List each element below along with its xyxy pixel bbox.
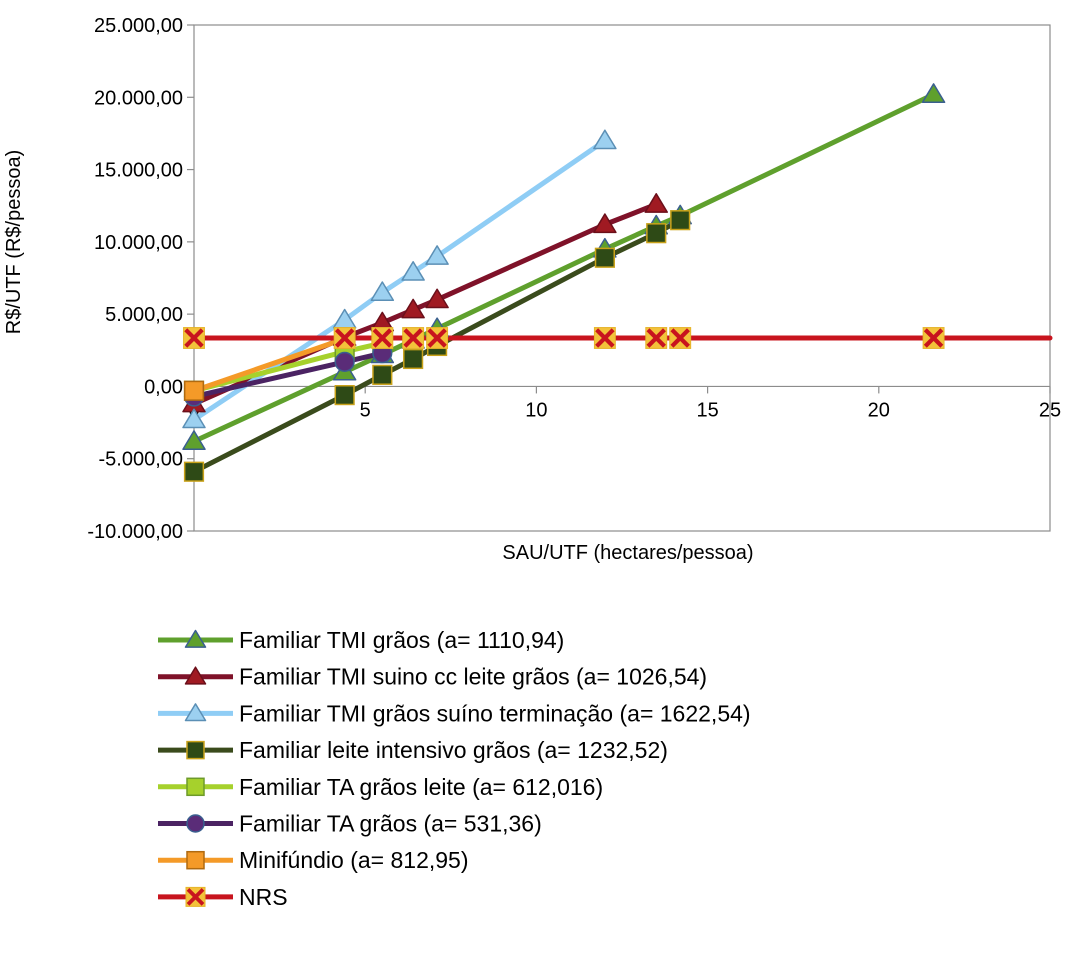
series-point-6 — [183, 380, 205, 401]
series-point-2 — [425, 245, 449, 265]
y-tick-label: -5.000,00 — [98, 449, 183, 471]
legend-label: Familiar TA grãos (a= 531,36) — [239, 811, 542, 837]
series-point-7 — [183, 327, 205, 349]
legend-entry: Familiar TMI suino cc leite grãos (a= 10… — [158, 664, 707, 690]
series-point-0 — [182, 430, 206, 450]
legend-swatch-marker — [186, 814, 205, 833]
series-point-1 — [593, 213, 617, 234]
x-tick-label: 5 — [360, 399, 371, 421]
series-point-3 — [334, 385, 355, 406]
x-tick-label: 25 — [1039, 399, 1061, 421]
x-axis-title: SAU/UTF (hectares/pessoa) — [502, 542, 753, 564]
y-tick-label: 10.000,00 — [94, 232, 183, 254]
legend-swatch-marker — [186, 777, 205, 797]
legend-entry: Minifúndio (a= 812,95) — [158, 847, 469, 873]
y-axis-title: R$/UTF (R$/pessoa) — [3, 150, 25, 335]
legend-label: Familiar TMI grãos suíno terminação (a= … — [239, 700, 751, 726]
series-point-7 — [922, 327, 945, 349]
legend-label: Familiar leite intensivo grãos (a= 1232,… — [239, 737, 668, 763]
series-point-7 — [645, 327, 668, 349]
legend-entry: Familiar TA grãos (a= 531,36) — [158, 811, 542, 837]
series-point-2 — [370, 281, 395, 302]
x-tick-label: 10 — [525, 399, 547, 421]
series-point-2 — [182, 408, 206, 429]
legend-entry: Familiar TMI grãos suíno terminação (a= … — [158, 700, 751, 726]
series-point-3 — [372, 364, 393, 385]
series-point-2 — [401, 261, 425, 281]
series-point-1 — [644, 193, 668, 213]
series-point-3 — [403, 348, 424, 370]
series-point-3 — [183, 461, 205, 482]
legend-label: Familiar TA grãos leite (a= 612,016) — [239, 774, 603, 800]
legend-swatch-marker — [186, 850, 205, 870]
legend-swatch-marker — [184, 703, 207, 722]
series-point-7 — [402, 327, 425, 349]
series-point-0 — [921, 83, 946, 103]
y-tick-label: 5.000,00 — [105, 304, 183, 326]
x-tick-label: 15 — [696, 399, 718, 421]
series-point-7 — [593, 327, 616, 349]
series-point-1 — [401, 298, 425, 319]
y-tick-label: 15.000,00 — [94, 160, 183, 182]
series-point-7 — [371, 327, 394, 349]
series-point-7 — [333, 327, 356, 349]
series-point-3 — [594, 247, 615, 268]
legend-label: NRS — [239, 884, 288, 910]
series-point-7 — [669, 327, 692, 349]
x-tick-label: 20 — [868, 399, 890, 421]
plot-area — [193, 24, 1051, 532]
y-tick-label: 20.000,00 — [94, 87, 183, 109]
legend-swatch-marker — [184, 666, 207, 685]
legend-label: Familiar TMI suino cc leite grãos (a= 10… — [239, 664, 707, 690]
y-tick-label: 25.000,00 — [94, 15, 183, 37]
series-point-5 — [334, 351, 355, 372]
legend-swatch-marker — [185, 886, 206, 907]
y-tick-label: 0,00 — [144, 376, 183, 398]
legend-swatch-marker — [184, 629, 207, 648]
series-point-2 — [593, 129, 617, 150]
legend-entry: NRS — [158, 884, 288, 910]
series-point-3 — [670, 210, 691, 231]
series-point-3 — [646, 223, 667, 244]
legend-entry: Familiar leite intensivo grãos (a= 1232,… — [158, 737, 668, 763]
series-point-1 — [425, 288, 449, 309]
legend-swatch-marker — [186, 740, 205, 760]
y-tick-label: -10.000,00 — [87, 521, 183, 543]
series-line-6 — [191, 336, 348, 394]
legend-label: Minifúndio (a= 812,95) — [239, 847, 469, 873]
legend-entry: Familiar TMI grãos (a= 1110,94) — [158, 627, 564, 653]
legend: Familiar TMI grãos (a= 1110,94) Familiar … — [158, 627, 751, 910]
legend-entry: Familiar TA grãos leite (a= 612,016) — [158, 774, 603, 800]
series-point-7 — [426, 327, 449, 349]
legend-label: Familiar TMI grãos (a= 1110,94) — [239, 627, 564, 653]
